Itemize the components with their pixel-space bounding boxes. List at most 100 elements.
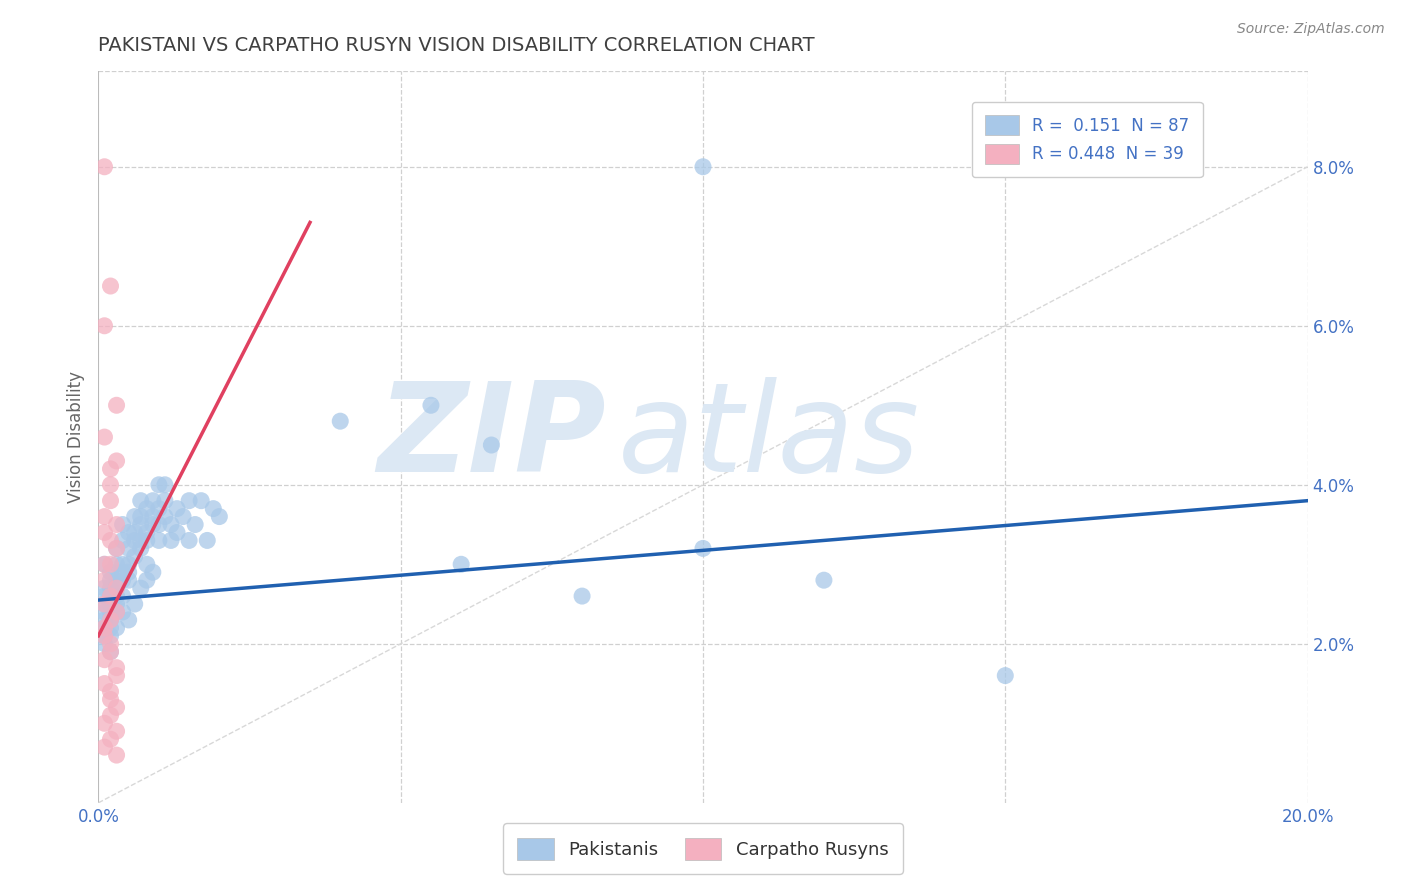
Point [93, 581, 115, 595]
Point [135, 533, 157, 548]
Point [153, 493, 176, 508]
Point [105, 558, 128, 572]
Point [129, 509, 152, 524]
Point [111, 566, 134, 580]
Point [105, 621, 128, 635]
Point [105, 597, 128, 611]
Point [105, 589, 128, 603]
Point [148, 501, 170, 516]
Point [481, 438, 503, 452]
Point [93, 160, 115, 174]
Point [105, 605, 128, 619]
Point [105, 517, 128, 532]
Point [208, 509, 231, 524]
Point [93, 589, 115, 603]
Point [105, 541, 128, 556]
Point [100, 692, 122, 706]
Point [93, 525, 115, 540]
Point [105, 573, 128, 587]
Point [93, 430, 115, 444]
Point [160, 533, 183, 548]
Point [571, 589, 593, 603]
Point [93, 637, 115, 651]
Point [93, 621, 115, 635]
Point [179, 533, 201, 548]
Point [93, 597, 115, 611]
Point [166, 525, 188, 540]
Point [118, 541, 141, 556]
Point [93, 621, 115, 635]
Point [118, 525, 141, 540]
Point [195, 533, 218, 548]
Point [153, 509, 176, 524]
Point [124, 533, 146, 548]
Point [100, 558, 122, 572]
Point [100, 613, 122, 627]
Point [118, 613, 141, 627]
Point [153, 477, 176, 491]
Point [148, 533, 170, 548]
Point [100, 621, 122, 635]
Point [692, 541, 714, 556]
Point [93, 573, 115, 587]
Point [100, 613, 122, 627]
Text: PAKISTANI VS CARPATHO RUSYN VISION DISABILITY CORRELATION CHART: PAKISTANI VS CARPATHO RUSYN VISION DISAB… [98, 36, 815, 54]
Point [100, 684, 122, 698]
Point [100, 597, 122, 611]
Point [166, 501, 188, 516]
Point [100, 732, 122, 747]
Point [100, 589, 122, 603]
Point [100, 629, 122, 643]
Point [100, 493, 122, 508]
Point [100, 477, 122, 491]
Point [105, 541, 128, 556]
Y-axis label: Vision Disability: Vision Disability [66, 371, 84, 503]
Point [148, 477, 170, 491]
Point [135, 501, 157, 516]
Point [124, 597, 146, 611]
Point [100, 566, 122, 580]
Point [111, 605, 134, 619]
Point [100, 645, 122, 659]
Point [100, 533, 122, 548]
Point [93, 597, 115, 611]
Point [124, 549, 146, 564]
Point [105, 581, 128, 595]
Point [124, 525, 146, 540]
Point [105, 700, 128, 714]
Point [111, 517, 134, 532]
Point [93, 558, 115, 572]
Point [93, 509, 115, 524]
Text: atlas: atlas [619, 376, 921, 498]
Point [129, 581, 152, 595]
Point [118, 566, 141, 580]
Point [142, 517, 165, 532]
Point [148, 517, 170, 532]
Point [420, 398, 443, 412]
Point [100, 708, 122, 723]
Point [111, 558, 134, 572]
Point [93, 605, 115, 619]
Point [129, 533, 152, 548]
Text: Source: ZipAtlas.com: Source: ZipAtlas.com [1237, 22, 1385, 37]
Point [100, 637, 122, 651]
Point [190, 493, 212, 508]
Point [111, 533, 134, 548]
Point [105, 668, 128, 682]
Legend: R =  0.151  N = 87, R = 0.448  N = 39: R = 0.151 N = 87, R = 0.448 N = 39 [972, 102, 1202, 178]
Point [813, 573, 835, 587]
Text: ZIP: ZIP [378, 376, 606, 498]
Point [135, 558, 157, 572]
Point [142, 509, 165, 524]
Point [142, 566, 165, 580]
Point [105, 748, 128, 763]
Point [172, 509, 194, 524]
Point [100, 589, 122, 603]
Point [100, 462, 122, 476]
Point [450, 558, 472, 572]
Point [93, 716, 115, 731]
Point [202, 501, 225, 516]
Point [100, 573, 122, 587]
Point [93, 629, 115, 643]
Point [100, 581, 122, 595]
